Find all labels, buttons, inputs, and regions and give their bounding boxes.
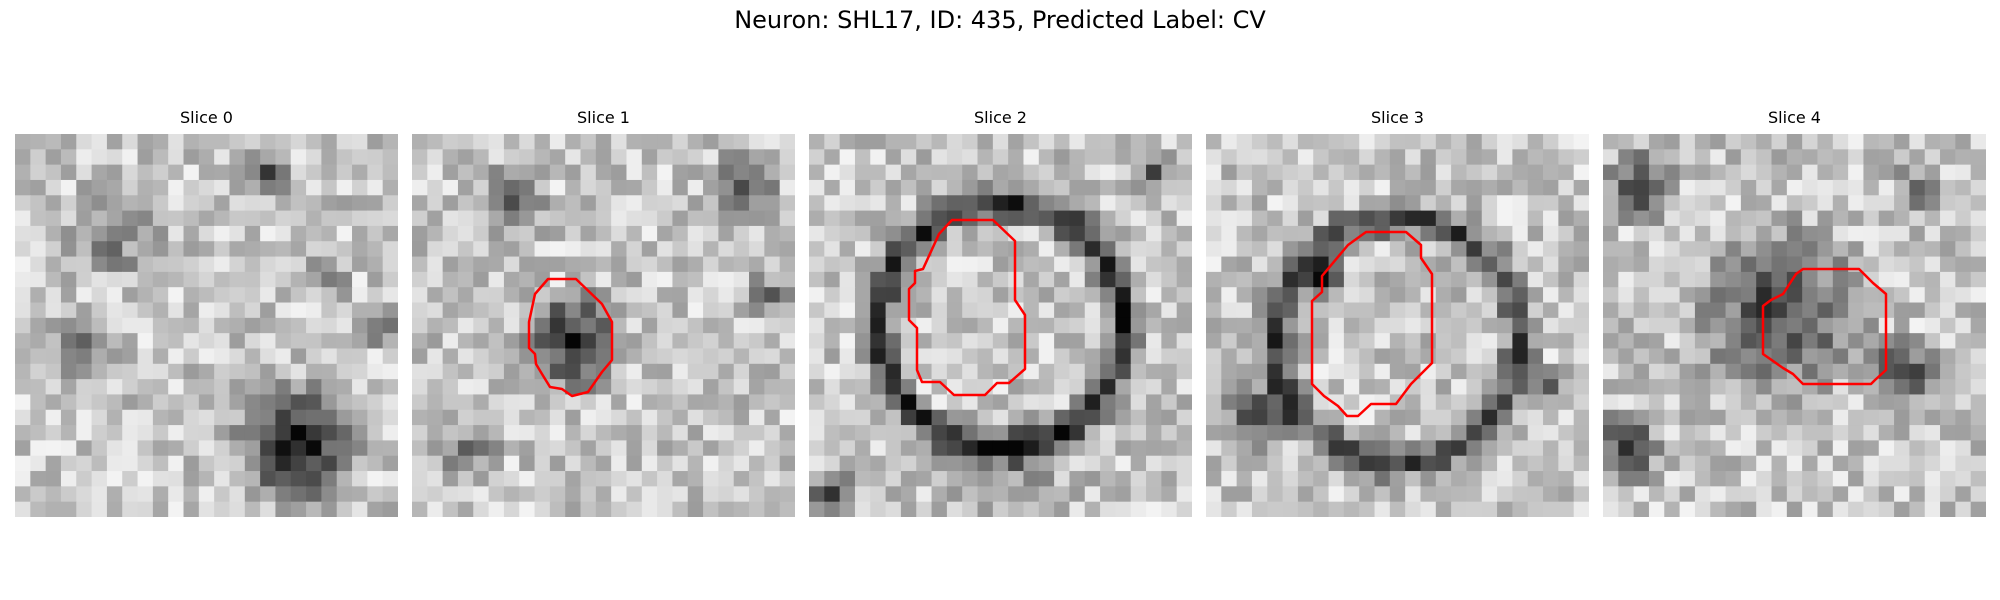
panel-title: Slice 4 (1768, 108, 1821, 127)
panel-title: Slice 3 (1371, 108, 1424, 127)
slice-image-svg (15, 134, 398, 517)
slice-image-svg (1206, 134, 1589, 517)
slice-image-svg (1603, 134, 1986, 517)
slice-image-svg (809, 134, 1192, 517)
red-contour-outline (1761, 267, 1888, 386)
panel-title: Slice 1 (577, 108, 630, 127)
grayscale-slice-image (15, 134, 398, 517)
grayscale-slice-image (1603, 134, 1986, 517)
figure-title: Neuron: SHL17, ID: 435, Predicted Label:… (734, 6, 1266, 34)
red-contour-outline (527, 277, 614, 398)
grayscale-slice-image (412, 134, 795, 517)
panel-title: Slice 2 (974, 108, 1027, 127)
slice-image-svg (412, 134, 795, 517)
panel-title: Slice 0 (180, 108, 233, 127)
red-contour-outline (1310, 230, 1434, 418)
grayscale-slice-image (1206, 134, 1589, 517)
grayscale-slice-image (809, 134, 1192, 517)
red-contour-outline (907, 218, 1027, 397)
